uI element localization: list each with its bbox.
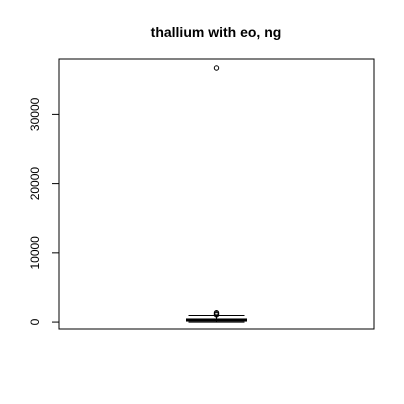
outlier-point xyxy=(213,310,220,316)
y-tick-label: 10000 xyxy=(28,236,42,270)
y-axis: 0 10000 20000 30000 xyxy=(28,97,60,325)
y-tick-label: 20000 xyxy=(28,167,42,201)
chart-title: thallium with eo, ng xyxy=(151,24,282,40)
y-tick-label: 30000 xyxy=(28,97,42,131)
outlier-group xyxy=(213,65,220,318)
y-tick-label: 0 xyxy=(28,318,42,325)
outlier-point xyxy=(213,65,220,71)
